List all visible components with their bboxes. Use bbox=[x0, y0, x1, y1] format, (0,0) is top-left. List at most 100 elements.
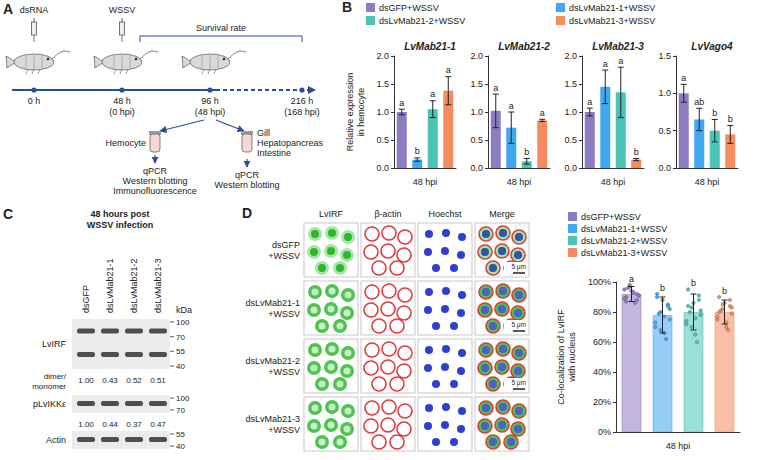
svg-text:Actin: Actin bbox=[46, 435, 66, 445]
svg-text:1.5: 1.5 bbox=[470, 79, 483, 89]
svg-text:WSSV: WSSV bbox=[109, 5, 136, 15]
svg-text:48 hpi: 48 hpi bbox=[507, 177, 532, 187]
svg-text:0.0: 0.0 bbox=[470, 163, 483, 173]
svg-text:70: 70 bbox=[176, 406, 185, 415]
svg-text:Merge: Merge bbox=[489, 209, 515, 219]
svg-text:a: a bbox=[681, 73, 686, 83]
svg-text:0.5: 0.5 bbox=[470, 135, 483, 145]
svg-text:40: 40 bbox=[176, 442, 185, 451]
svg-text:2.0: 2.0 bbox=[564, 51, 577, 61]
svg-text:0.0: 0.0 bbox=[658, 163, 671, 173]
svg-text:20%: 20% bbox=[593, 397, 611, 407]
svg-text:Survival rate: Survival rate bbox=[196, 23, 246, 33]
svg-text:1.00: 1.00 bbox=[78, 420, 94, 429]
svg-text:1.0: 1.0 bbox=[376, 107, 389, 117]
svg-text:b: b bbox=[415, 146, 420, 156]
svg-text:80%: 80% bbox=[593, 307, 611, 317]
svg-text:0.52: 0.52 bbox=[126, 376, 142, 385]
svg-text:pLvIKKε: pLvIKKε bbox=[33, 399, 66, 409]
svg-text:+WSSV: +WSSV bbox=[268, 251, 300, 261]
svg-text:40%: 40% bbox=[593, 367, 611, 377]
svg-text:a: a bbox=[430, 89, 435, 99]
svg-text:+WSSV: +WSSV bbox=[268, 367, 300, 377]
svg-text:a: a bbox=[629, 274, 634, 284]
svg-text:b: b bbox=[728, 114, 733, 124]
svg-text:Relative expression: Relative expression bbox=[345, 73, 355, 152]
svg-text:1.5: 1.5 bbox=[658, 51, 671, 61]
svg-text:70: 70 bbox=[176, 333, 185, 342]
svg-text:a: a bbox=[618, 56, 623, 66]
svg-text:55: 55 bbox=[176, 347, 185, 356]
svg-text:Immunofluorescence: Immunofluorescence bbox=[113, 186, 197, 196]
svg-text:dsLvMab21-3: dsLvMab21-3 bbox=[245, 414, 300, 424]
svg-text:dsLvMab21-2: dsLvMab21-2 bbox=[245, 356, 300, 366]
svg-text:(48 hpi): (48 hpi) bbox=[195, 107, 226, 117]
svg-text:100%: 100% bbox=[588, 277, 611, 287]
svg-text:dsGFP: dsGFP bbox=[81, 285, 91, 313]
svg-text:monomer: monomer bbox=[32, 382, 66, 391]
svg-text:0 h: 0 h bbox=[28, 96, 41, 106]
svg-text:Western blotting: Western blotting bbox=[123, 176, 188, 186]
svg-text:1.0: 1.0 bbox=[470, 107, 483, 117]
svg-text:0%: 0% bbox=[598, 427, 611, 437]
svg-text:0.43: 0.43 bbox=[102, 376, 118, 385]
svg-text:216 h: 216 h bbox=[291, 96, 314, 106]
svg-text:dsRNA: dsRNA bbox=[20, 5, 49, 15]
svg-text:0.51: 0.51 bbox=[150, 376, 166, 385]
svg-text:(0 hpi): (0 hpi) bbox=[109, 107, 135, 117]
svg-text:a: a bbox=[446, 65, 451, 75]
svg-text:Co-localization of LvIRF: Co-localization of LvIRF bbox=[556, 309, 566, 405]
svg-text:qPCR: qPCR bbox=[235, 170, 260, 180]
svg-text:b: b bbox=[712, 108, 717, 118]
svg-text:+WSSV: +WSSV bbox=[268, 425, 300, 435]
svg-text:a: a bbox=[540, 108, 545, 118]
svg-text:qPCR: qPCR bbox=[143, 166, 168, 176]
svg-text:2.0: 2.0 bbox=[376, 51, 389, 61]
svg-text:2.0: 2.0 bbox=[470, 51, 483, 61]
svg-text:0.0: 0.0 bbox=[564, 163, 577, 173]
svg-text:Gill: Gill bbox=[257, 128, 270, 138]
svg-text:A: A bbox=[3, 1, 13, 17]
svg-text:a: a bbox=[509, 101, 514, 111]
svg-text:a: a bbox=[587, 97, 592, 107]
svg-text:β-actin: β-actin bbox=[374, 209, 401, 219]
svg-text:0.37: 0.37 bbox=[126, 420, 142, 429]
svg-text:1.0: 1.0 bbox=[564, 107, 577, 117]
svg-text:55: 55 bbox=[176, 430, 185, 439]
svg-text:0.5: 0.5 bbox=[564, 135, 577, 145]
svg-text:C: C bbox=[3, 206, 13, 222]
svg-text:1.00: 1.00 bbox=[78, 376, 94, 385]
svg-text:LvIRF: LvIRF bbox=[319, 209, 344, 219]
svg-text:WSSV infection: WSSV infection bbox=[87, 220, 154, 230]
svg-text:a: a bbox=[399, 98, 404, 108]
svg-text:1.5: 1.5 bbox=[376, 79, 389, 89]
svg-text:dsLvMab21-1: dsLvMab21-1 bbox=[105, 258, 115, 313]
svg-text:96 h: 96 h bbox=[201, 96, 219, 106]
svg-text:100: 100 bbox=[176, 318, 190, 327]
svg-text:LvIRF: LvIRF bbox=[42, 339, 67, 349]
svg-text:in hemocyte: in hemocyte bbox=[356, 88, 366, 137]
svg-text:48 hpi: 48 hpi bbox=[413, 177, 438, 187]
svg-text:Hepatopancreas: Hepatopancreas bbox=[257, 138, 324, 148]
svg-text:b: b bbox=[691, 278, 696, 288]
svg-text:dsGFP: dsGFP bbox=[272, 240, 300, 250]
svg-text:ab: ab bbox=[694, 97, 704, 107]
svg-text:0.47: 0.47 bbox=[150, 420, 166, 429]
svg-text:5 μm: 5 μm bbox=[511, 379, 526, 387]
svg-text:48 h: 48 h bbox=[113, 96, 131, 106]
svg-text:48 hpi: 48 hpi bbox=[666, 441, 691, 451]
svg-text:b: b bbox=[660, 283, 665, 293]
svg-text:48 hpi: 48 hpi bbox=[695, 177, 720, 187]
svg-text:Western blotting: Western blotting bbox=[215, 180, 280, 190]
svg-text:+WSSV: +WSSV bbox=[268, 309, 300, 319]
svg-text:Hoechst: Hoechst bbox=[428, 209, 462, 219]
svg-text:LvMab21-3: LvMab21-3 bbox=[592, 41, 644, 52]
svg-text:(168 hpi): (168 hpi) bbox=[284, 107, 320, 117]
svg-text:LvMab21-2: LvMab21-2 bbox=[498, 41, 550, 52]
svg-text:b: b bbox=[634, 147, 639, 157]
svg-text:dimer/: dimer/ bbox=[44, 372, 67, 381]
svg-text:0.5: 0.5 bbox=[658, 126, 671, 136]
svg-text:Hemocyte: Hemocyte bbox=[105, 138, 146, 148]
svg-text:kDa: kDa bbox=[176, 305, 192, 315]
svg-text:D: D bbox=[242, 205, 252, 221]
